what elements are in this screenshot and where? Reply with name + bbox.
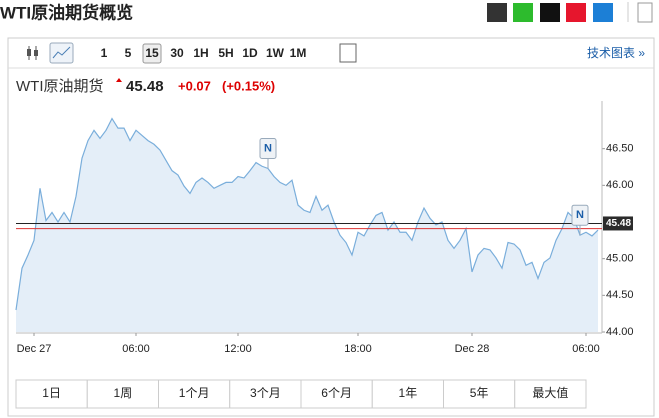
candle-icon[interactable]	[24, 44, 42, 62]
x-tick-label: 06:00	[122, 343, 150, 355]
instrument-name: WTI原油期货	[16, 78, 104, 95]
weibo-icon[interactable]	[566, 3, 586, 22]
wechat-icon[interactable]	[513, 3, 533, 22]
range-button[interactable]: 1个月	[179, 386, 210, 400]
page-title: WTI原油期货概览	[0, 2, 133, 22]
share-icons	[487, 2, 653, 23]
range-button[interactable]: 1日	[42, 386, 61, 400]
interval-button[interactable]: 1W	[266, 46, 285, 60]
x-tick-label: 12:00	[224, 343, 252, 355]
y-tick-label: 45.00	[606, 253, 634, 265]
up-arrow	[116, 78, 122, 82]
technical-chart-link[interactable]: 技术图表 »	[587, 46, 645, 60]
range-button[interactable]: 1周	[114, 386, 133, 400]
mail-icon[interactable]	[487, 3, 507, 22]
interval-button[interactable]: 30	[170, 46, 184, 60]
x-tick-label: 06:00	[572, 343, 600, 355]
range-button-box[interactable]	[158, 379, 231, 409]
x-tick-label: 18:00	[344, 343, 372, 355]
interval-button[interactable]: 1	[101, 46, 108, 60]
news-flag-label: N	[264, 142, 272, 154]
interval-button[interactable]: 1D	[242, 46, 258, 60]
y-tick-label: 46.00	[606, 179, 634, 191]
range-button[interactable]: 1年	[399, 386, 418, 400]
range-button-box[interactable]	[15, 379, 88, 409]
news-flag[interactable]	[259, 137, 277, 159]
news-flag-label: N	[576, 209, 584, 221]
qq-icon[interactable]	[540, 3, 560, 22]
area-fill	[16, 118, 598, 332]
last-price-badge	[603, 216, 633, 231]
widget-frame	[7, 37, 655, 417]
percent-change: (+0.15%)	[222, 78, 275, 93]
last-price-label: 45.48	[606, 218, 631, 229]
range-button[interactable]: 最大值	[532, 385, 568, 400]
settings-icon[interactable]	[339, 43, 357, 63]
y-tick-label: 46.50	[606, 143, 634, 155]
range-button[interactable]: 5年	[470, 386, 489, 400]
price-line	[15, 117, 599, 311]
interval-button[interactable]: 5H	[218, 46, 233, 60]
x-tick-label: Dec 28	[455, 343, 490, 355]
y-tick-label: 44.50	[606, 289, 634, 301]
interval-button[interactable]: 5	[125, 46, 132, 60]
range-button[interactable]: 3个月	[250, 386, 281, 400]
interval-button[interactable]: 1M	[290, 46, 307, 60]
last-price: 45.48	[126, 78, 164, 95]
y-tick-label: 44.00	[606, 326, 634, 338]
news-flag[interactable]	[571, 204, 589, 226]
price-change: +0.07	[178, 78, 211, 93]
x-tick-label: Dec 27	[17, 343, 52, 355]
range-button-box[interactable]	[443, 379, 516, 409]
range-button-box[interactable]	[86, 379, 159, 409]
range-button-box[interactable]	[229, 379, 302, 409]
range-button[interactable]: 6个月	[321, 386, 352, 400]
range-button-box[interactable]	[371, 379, 444, 409]
range-button-box[interactable]	[300, 379, 373, 409]
interval-button[interactable]: 15	[145, 46, 159, 60]
area-icon[interactable]	[49, 42, 74, 64]
range-button-box[interactable]	[514, 379, 587, 409]
favorite-icon[interactable]	[593, 3, 613, 22]
chart-type-icons	[24, 42, 74, 64]
interval-button[interactable]: 1H	[193, 46, 208, 60]
info-icon[interactable]	[637, 2, 653, 23]
interval-selected-box	[142, 43, 162, 64]
